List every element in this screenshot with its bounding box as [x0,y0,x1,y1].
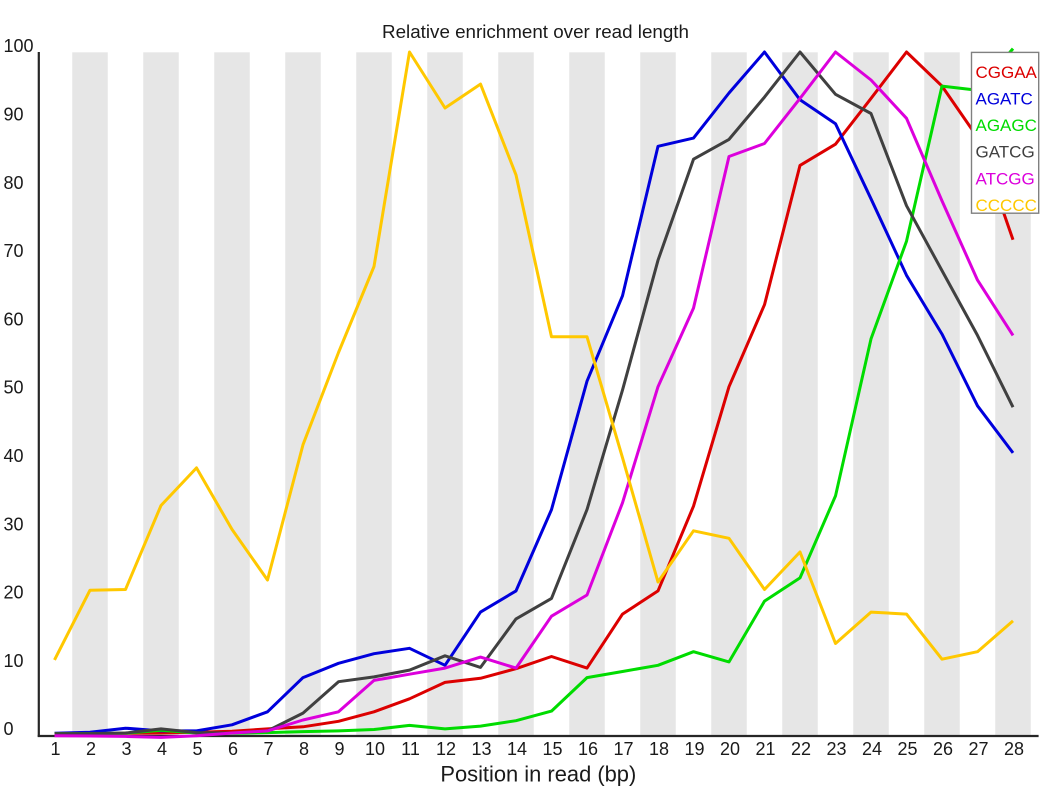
svg-text:14: 14 [507,739,527,759]
svg-text:0: 0 [4,719,14,739]
svg-text:27: 27 [968,739,988,759]
svg-text:CCCCC: CCCCC [976,196,1037,215]
svg-text:7: 7 [263,739,273,759]
svg-text:8: 8 [299,739,309,759]
svg-text:12: 12 [436,739,456,759]
svg-text:3: 3 [121,739,131,759]
svg-text:18: 18 [649,739,669,759]
svg-text:17: 17 [613,739,633,759]
svg-text:60: 60 [4,309,24,329]
svg-text:10: 10 [365,739,385,759]
svg-text:Relative enrichment over read: Relative enrichment over read length [382,21,689,42]
svg-text:23: 23 [826,739,846,759]
svg-text:Position in read (bp): Position in read (bp) [440,762,636,787]
svg-text:20: 20 [4,583,24,603]
svg-text:19: 19 [684,739,704,759]
svg-text:22: 22 [791,739,811,759]
svg-text:6: 6 [228,739,238,759]
svg-text:ATCGG: ATCGG [976,169,1035,188]
svg-text:4: 4 [157,739,167,759]
svg-text:24: 24 [862,739,882,759]
svg-text:13: 13 [471,739,491,759]
svg-text:80: 80 [4,173,24,193]
svg-text:GATCG: GATCG [976,143,1035,162]
svg-text:50: 50 [4,378,24,398]
svg-text:90: 90 [4,105,24,125]
svg-text:100: 100 [4,36,34,56]
svg-text:21: 21 [755,739,775,759]
svg-text:2: 2 [86,739,96,759]
svg-text:CGGAA: CGGAA [976,63,1038,82]
svg-text:20: 20 [720,739,740,759]
svg-text:1: 1 [50,739,60,759]
svg-text:40: 40 [4,446,24,466]
svg-text:26: 26 [933,739,953,759]
svg-text:15: 15 [542,739,562,759]
svg-text:AGAGC: AGAGC [976,116,1037,135]
svg-text:16: 16 [578,739,598,759]
svg-text:9: 9 [334,739,344,759]
svg-text:28: 28 [1004,739,1024,759]
svg-text:25: 25 [897,739,917,759]
svg-text:10: 10 [4,651,24,671]
svg-text:AGATC: AGATC [976,90,1033,109]
svg-text:70: 70 [4,241,24,261]
svg-text:11: 11 [401,739,420,759]
svg-text:5: 5 [192,739,202,759]
svg-text:30: 30 [4,514,24,534]
